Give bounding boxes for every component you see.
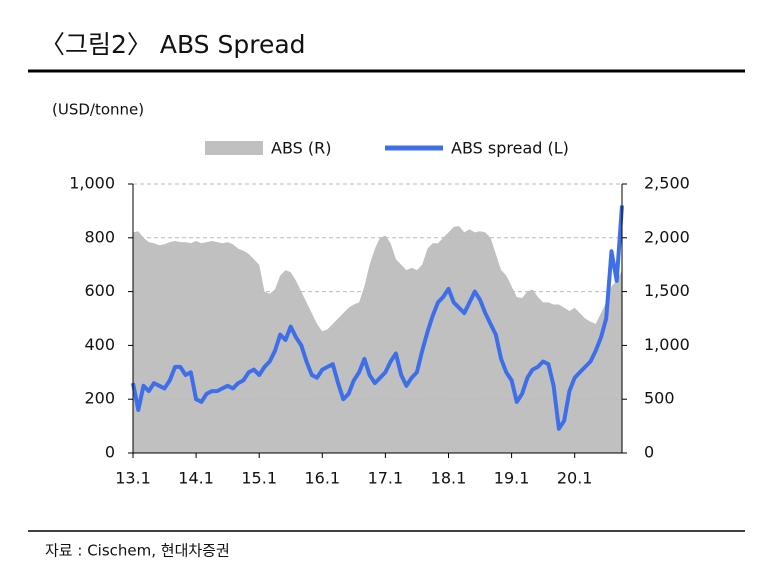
y2-tick-label: 2,000 (644, 227, 690, 246)
x-tick-label: 20.1 (557, 469, 593, 488)
x-tick-label: 14.1 (178, 469, 214, 488)
x-tick-label: 19.1 (494, 469, 530, 488)
x-tick-label: 13.1 (115, 469, 151, 488)
x-tick-label: 16.1 (304, 469, 340, 488)
chart-title: 〈그림2〉 ABS Spread (40, 30, 306, 59)
y-tick-label: 800 (84, 227, 115, 246)
x-tick-label: 17.1 (368, 469, 404, 488)
x-tick-label: 18.1 (431, 469, 467, 488)
y-tick-label: 1,000 (69, 174, 115, 193)
axis-unit: (USD/tonne) (52, 101, 144, 119)
y2-tick-label: 1,000 (644, 335, 690, 354)
source: 자료 : Cischem, 현대차증권 (45, 542, 230, 560)
y2-tick-label: 2,500 (644, 174, 690, 193)
x-tick-label: 15.1 (241, 469, 277, 488)
legend-swatch (205, 141, 263, 155)
y2-tick-label: 0 (644, 443, 654, 462)
legend-label: ABS (R) (271, 139, 331, 158)
line (131, 205, 624, 431)
legend-label: ABS spread (L) (451, 139, 569, 158)
y-tick-label: 200 (84, 389, 115, 408)
y2-tick-label: 1,500 (644, 281, 690, 300)
y-tick-label: 600 (84, 281, 115, 300)
y2-tick-label: 500 (644, 389, 675, 408)
area (133, 226, 622, 453)
y-tick-label: 0 (105, 443, 115, 462)
y-tick-label: 400 (84, 335, 115, 354)
